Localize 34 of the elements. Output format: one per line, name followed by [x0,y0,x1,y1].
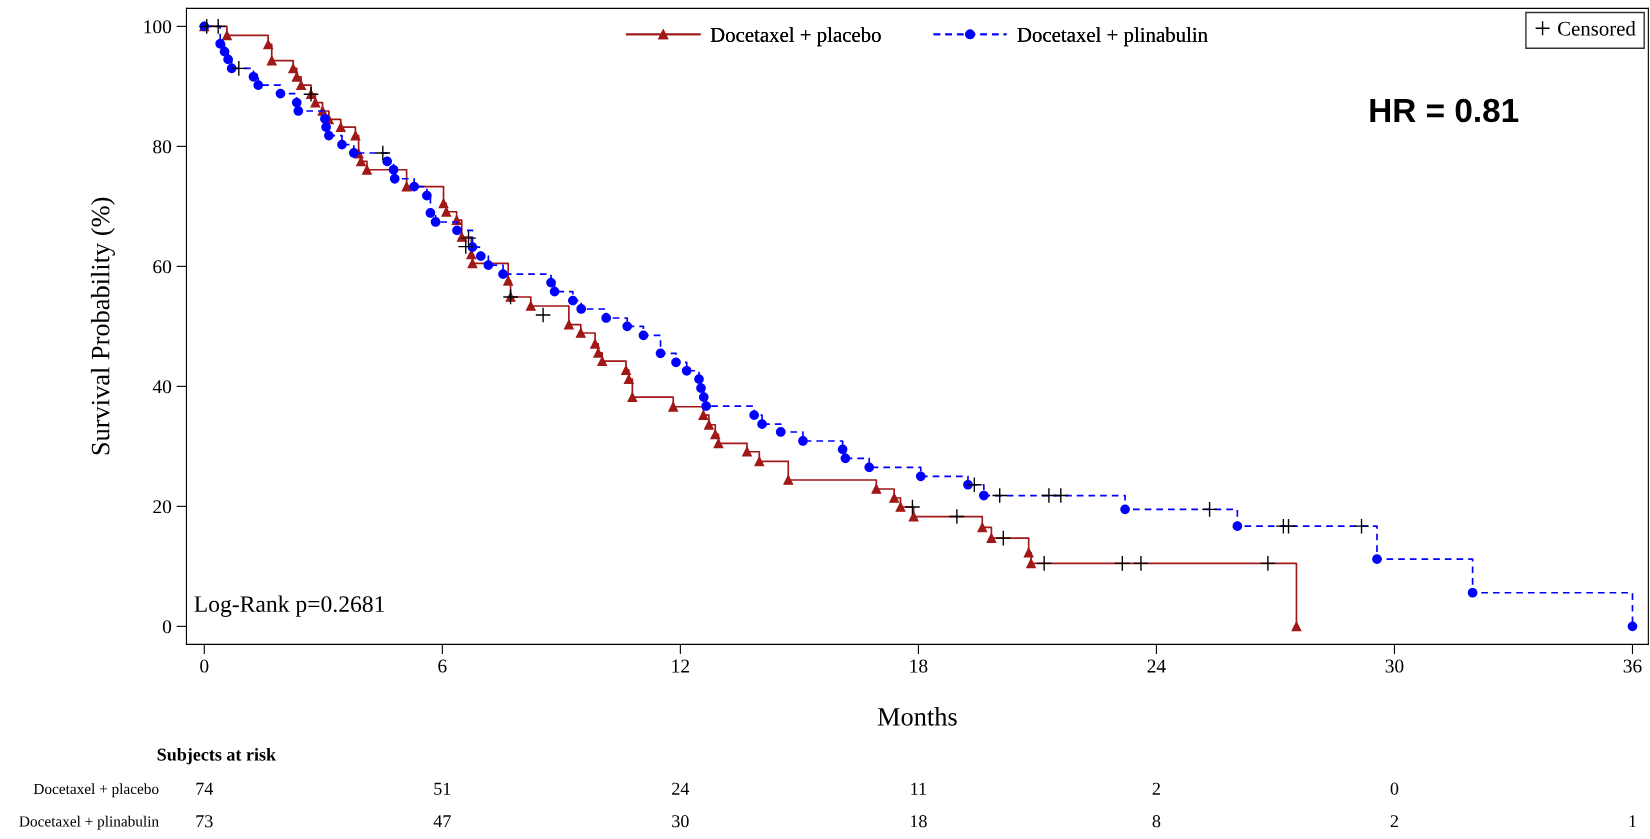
data-label: 0 [1390,782,1399,795]
annotation: HR = 0.81 [1370,98,1519,123]
legend-label: Docetaxel + placebo [710,27,881,47]
x-tick-label: 30 [1385,659,1404,673]
x-tick-label: 18 [910,659,928,673]
y-tick-label: 60 [153,260,172,274]
data-label: 1 [1629,815,1636,828]
legend-label: Docetaxel + plinabulin [1017,27,1208,47]
x-tick-label: 24 [1147,659,1166,673]
y-tick-label: 80 [153,140,172,154]
legend-label: Censored [1558,21,1636,36]
data-label: 24 [672,782,690,795]
x-tick-label: 12 [672,659,690,673]
chart-title: Subjects at risk [157,748,277,765]
data-label: 74 [196,782,214,795]
data-label: 73 [196,815,213,828]
x-tick-label: 0 [200,659,209,673]
data-label: 47 [433,815,451,828]
y-tick-label: 40 [152,380,172,394]
x-tick-label: 6 [438,659,447,673]
y-tick-label: 0 [162,620,172,634]
y-tick-label: 20 [153,500,172,514]
data-label: 30 [672,815,689,828]
x-tick-label: 36 [1623,659,1642,673]
data-label: 51 [434,782,451,795]
data-label: 8 [1152,815,1161,828]
data-label: 18 [910,815,927,828]
y-tick-label: 100 [144,20,172,34]
annotation: Log-Rank p=0.2681 [194,595,385,617]
data-label: 11 [911,782,926,795]
x-axis-title: Months [877,707,957,726]
y-axis-title: Survival Probability (%) [90,197,115,455]
data-label: 2 [1152,782,1160,795]
data-label: 2 [1390,815,1398,828]
